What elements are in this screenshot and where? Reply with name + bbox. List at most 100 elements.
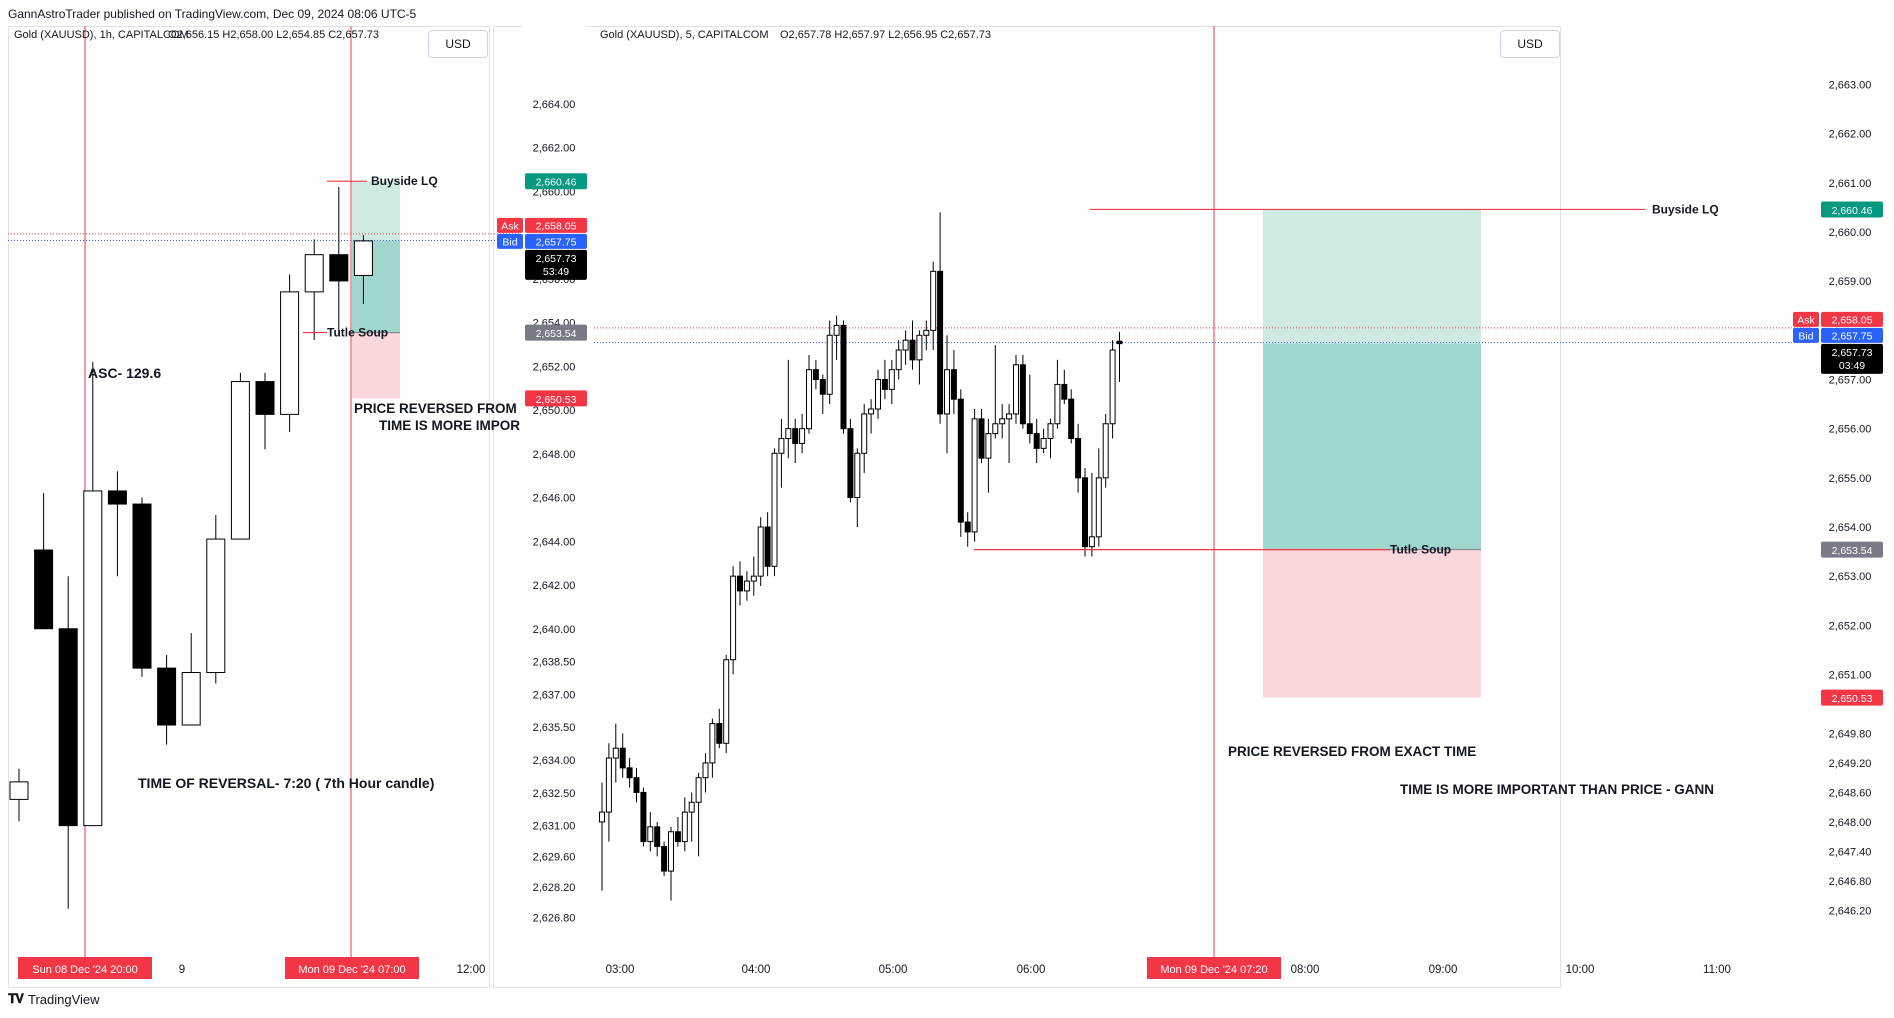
right-time-tick: 11:00 — [1703, 964, 1731, 976]
right-candle — [626, 767, 633, 779]
right-candle — [826, 334, 833, 395]
right-last-price-bg — [1821, 343, 1883, 374]
left-time-flag-bg — [285, 957, 419, 979]
left-price-tick: 2,637.00 — [533, 689, 576, 701]
left-bid-tag-bg — [497, 233, 523, 249]
right-price-tick: 2,653.00 — [1829, 571, 1872, 583]
right-bid-tag-bg — [1793, 327, 1819, 343]
left-price-tick: 2,635.50 — [533, 722, 576, 734]
left-price-tick: 2,642.00 — [533, 580, 576, 592]
right-price-tick: 2,661.00 — [1829, 178, 1872, 190]
right-candle — [875, 379, 881, 410]
left-price-tick: 2,640.00 — [533, 624, 576, 636]
right-candle — [1075, 438, 1082, 479]
right-candle — [716, 723, 723, 744]
left-candle — [181, 672, 201, 726]
right-time-tick: 08:00 — [1291, 964, 1320, 976]
right-profit-zone — [1263, 343, 1481, 550]
right-candle — [923, 329, 930, 336]
left-price-tick: 2,660.00 — [533, 186, 576, 198]
left-countdown-badge: 53:49 — [543, 266, 569, 278]
right-price-tick: 2,657.00 — [1829, 375, 1872, 387]
right-currency-button[interactable]: USD — [1500, 30, 1560, 58]
right-last-price-badge: 2,657.73 — [1832, 347, 1873, 359]
right-candle — [661, 846, 668, 872]
left-price-tick: 2,634.00 — [533, 755, 576, 767]
right-candle — [806, 369, 812, 430]
right-candle — [888, 369, 895, 390]
right-price-tick: 2,662.00 — [1829, 129, 1872, 141]
left-candle — [255, 381, 275, 415]
right-candle — [1013, 364, 1019, 415]
left-ask-tag: Ask — [501, 220, 519, 232]
right-entry-price-badge-bg — [1821, 541, 1883, 558]
left-candle — [304, 254, 324, 293]
right-candle — [902, 339, 909, 351]
left-tp-price-badge-bg — [525, 173, 587, 190]
right-candle — [1006, 413, 1013, 420]
right-candle — [709, 723, 716, 764]
left-stop-price-badge: 2,650.53 — [536, 394, 577, 406]
left-candle — [83, 490, 103, 827]
right-candle — [668, 831, 674, 872]
left-ask-tag-bg — [497, 217, 523, 233]
right-candle — [799, 428, 806, 444]
right-candle — [654, 826, 661, 848]
right-candle — [771, 452, 778, 567]
right-ask-tag-bg — [1793, 311, 1819, 327]
left-candle — [107, 490, 127, 505]
right-price-tick: 2,648.60 — [1829, 787, 1872, 799]
footer-brand-label: TradingView — [28, 991, 100, 1007]
right-turtle-label: Tutle Soup — [1390, 543, 1451, 557]
left-bid-price-badge-bg — [525, 233, 587, 249]
right-price-tick: 2,659.00 — [1829, 276, 1872, 288]
right-candle — [688, 801, 695, 813]
right-ask-tag: Ask — [1797, 314, 1815, 326]
left-bid-tag: Bid — [502, 236, 517, 248]
right-price-tick: 2,647.40 — [1829, 846, 1872, 858]
left-plot-group — [8, 26, 520, 965]
right-ask-price-badge: 2,658.05 — [1832, 314, 1873, 326]
right-candle — [730, 575, 737, 661]
right-candle — [757, 526, 764, 577]
right-candle — [1047, 423, 1054, 440]
right-price-tick: 2,652.00 — [1829, 620, 1872, 632]
left-time-flag: Sun 08 Dec '24 20:00 — [32, 964, 137, 976]
left-ask-price-badge: 2,658.05 — [536, 220, 577, 232]
left-price-tick: 2,629.60 — [533, 851, 576, 863]
left-candle — [280, 291, 300, 415]
right-candle — [909, 339, 916, 361]
right-time-flag-bg — [1147, 957, 1281, 979]
left-entry-price-badge: 2,653.54 — [536, 328, 577, 340]
tradingview-logo-icon: 𝐓𝐕 — [8, 991, 24, 1006]
right-candle — [792, 428, 799, 444]
right-candle — [778, 438, 785, 454]
right-candle — [937, 270, 944, 415]
footer-brand[interactable]: 𝐓𝐕 TradingView — [8, 991, 100, 1007]
right-time-tick: 10:00 — [1566, 964, 1595, 976]
left-candle — [58, 628, 78, 827]
right-candle — [944, 369, 950, 415]
right-stop-price-badge: 2,650.53 — [1832, 693, 1873, 705]
right-price-tick: 2,655.00 — [1829, 473, 1872, 485]
right-candle — [750, 575, 757, 582]
right-bid-price-badge: 2,657.75 — [1832, 330, 1873, 342]
right-price-tick: 2,663.00 — [1829, 80, 1872, 92]
right-time-tick: 03:00 — [606, 964, 635, 976]
right-bid-price-badge-bg — [1821, 327, 1883, 343]
right-candle — [743, 580, 750, 592]
right-candle — [992, 423, 999, 435]
left-price-tick: 2,644.00 — [533, 536, 576, 548]
right-candle — [647, 826, 654, 843]
right-candle — [674, 831, 681, 843]
left-bid-price-badge: 2,657.75 — [536, 236, 577, 248]
right-candle — [985, 433, 992, 459]
left-candle — [157, 667, 177, 726]
right-candle — [1019, 364, 1026, 425]
right-candle — [1026, 423, 1033, 435]
right-candle — [833, 324, 840, 336]
left-price-tick: 2,626.80 — [533, 913, 576, 925]
left-currency-button[interactable]: USD — [428, 30, 488, 58]
right-time-tick: 05:00 — [879, 964, 908, 976]
